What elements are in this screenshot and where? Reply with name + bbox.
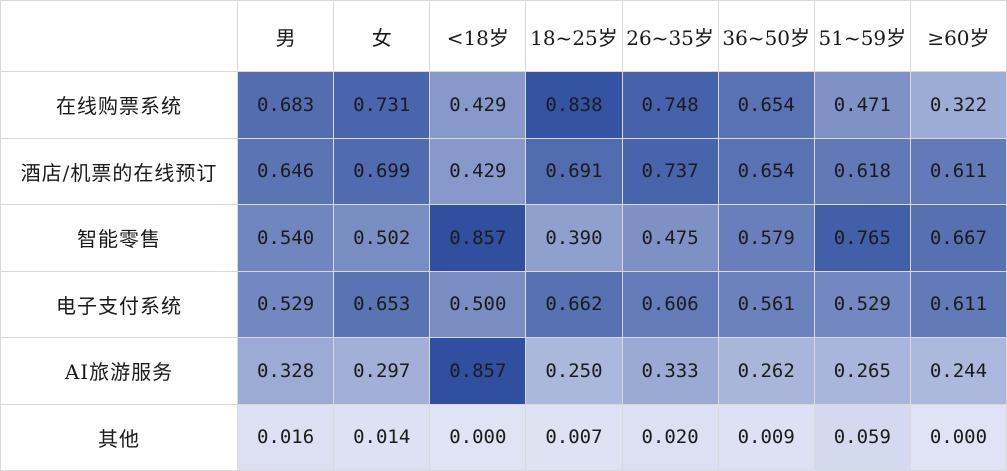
heatmap-cell: 0.579 [717, 204, 815, 272]
heatmap-cell: 0.333 [621, 337, 719, 405]
column-header: <18岁 [429, 0, 527, 72]
column-header: 26~35岁 [621, 0, 719, 72]
heatmap-cell: 0.262 [717, 337, 815, 405]
heatmap-row: 电子支付系统 0.529 0.653 0.500 0.662 0.606 0.561 0.52… [0, 270, 1007, 338]
heatmap-cell: 0.007 [525, 403, 623, 471]
row-label: 其他 [0, 403, 238, 471]
heatmap-row: 其他 0.016 0.014 0.000 0.007 0.020 0.009 0.059 0.0… [0, 403, 1007, 471]
heatmap-cell: 0.654 [717, 71, 815, 139]
heatmap-cell: 0.691 [525, 137, 623, 205]
heatmap-cell: 0.016 [236, 403, 335, 471]
heatmap-cell: 0.250 [525, 337, 623, 405]
heatmap-row: 在线购票系统 0.683 0.731 0.429 0.838 0.748 0.654 0.47… [0, 71, 1007, 139]
heatmap-row: AI旅游服务 0.328 0.297 0.857 0.250 0.333 0.262 0.26… [0, 337, 1007, 405]
heatmap-cell: 0.611 [909, 137, 1007, 205]
heatmap-cell: 0.000 [909, 403, 1007, 471]
corner-cell [0, 0, 238, 72]
heatmap-cell: 0.646 [236, 137, 335, 205]
heatmap-cell: 0.731 [333, 71, 431, 139]
heatmap-cell: 0.838 [525, 71, 623, 139]
heatmap-cell: 0.561 [717, 270, 815, 338]
column-header: 18~25岁 [525, 0, 623, 72]
heatmap-cell: 0.611 [909, 270, 1007, 338]
heatmap-cell: 0.429 [429, 137, 527, 205]
column-header: 男 [236, 0, 335, 72]
heatmap-cell: 0.429 [429, 71, 527, 139]
heatmap-cell: 0.618 [813, 137, 911, 205]
heatmap-cell: 0.014 [333, 403, 431, 471]
heatmap-cell: 0.475 [621, 204, 719, 272]
heatmap-cell: 0.009 [717, 403, 815, 471]
row-label: 在线购票系统 [0, 71, 238, 139]
heatmap-cell: 0.765 [813, 204, 911, 272]
heatmap-cell: 0.857 [429, 337, 527, 405]
heatmap-cell: 0.529 [236, 270, 335, 338]
heatmap-cell: 0.748 [621, 71, 719, 139]
heatmap-cell: 0.667 [909, 204, 1007, 272]
column-header: 36~50岁 [717, 0, 815, 72]
heatmap-body: 在线购票系统 0.683 0.731 0.429 0.838 0.748 0.654 0.47… [0, 71, 1007, 471]
heatmap-cell: 0.529 [813, 270, 911, 338]
column-header: 51~59岁 [813, 0, 911, 72]
heatmap-cell: 0.683 [236, 71, 335, 139]
heatmap-cell: 0.654 [717, 137, 815, 205]
heatmap-cell: 0.540 [236, 204, 335, 272]
heatmap-cell: 0.653 [333, 270, 431, 338]
heatmap-cell: 0.857 [429, 204, 527, 272]
heatmap-cell: 0.500 [429, 270, 527, 338]
heatmap-cell: 0.471 [813, 71, 911, 139]
heatmap-cell: 0.390 [525, 204, 623, 272]
heatmap-cell: 0.265 [813, 337, 911, 405]
heatmap-cell: 0.000 [429, 403, 527, 471]
heatmap-row: 智能零售 0.540 0.502 0.857 0.390 0.475 0.579 0.765 0… [0, 204, 1007, 272]
heatmap-cell: 0.059 [813, 403, 911, 471]
row-label: 酒店/机票的在线预订 [0, 137, 238, 205]
heatmap-cell: 0.328 [236, 337, 335, 405]
row-label: AI旅游服务 [0, 337, 238, 405]
row-label: 电子支付系统 [0, 270, 238, 338]
column-header-row: 男女 <18岁 18~25岁 26~35岁 36~50岁 51~59岁 ≥60岁 [0, 0, 1007, 72]
heatmap-row: 酒店/机票的在线预订 0.646 0.699 0.429 0.691 0.737 0.654… [0, 137, 1007, 205]
heatmap-cell: 0.737 [621, 137, 719, 205]
column-header: ≥60岁 [909, 0, 1007, 72]
heatmap-cell: 0.297 [333, 337, 431, 405]
heatmap-cell: 0.020 [621, 403, 719, 471]
heatmap-cell: 0.322 [909, 71, 1007, 139]
heatmap-cell: 0.502 [333, 204, 431, 272]
heatmap-cell: 0.244 [909, 337, 1007, 405]
heatmap-cell: 0.606 [621, 270, 719, 338]
heatmap-cell: 0.662 [525, 270, 623, 338]
column-header: 女 [333, 0, 431, 72]
row-label: 智能零售 [0, 204, 238, 272]
heatmap-cell: 0.699 [333, 137, 431, 205]
